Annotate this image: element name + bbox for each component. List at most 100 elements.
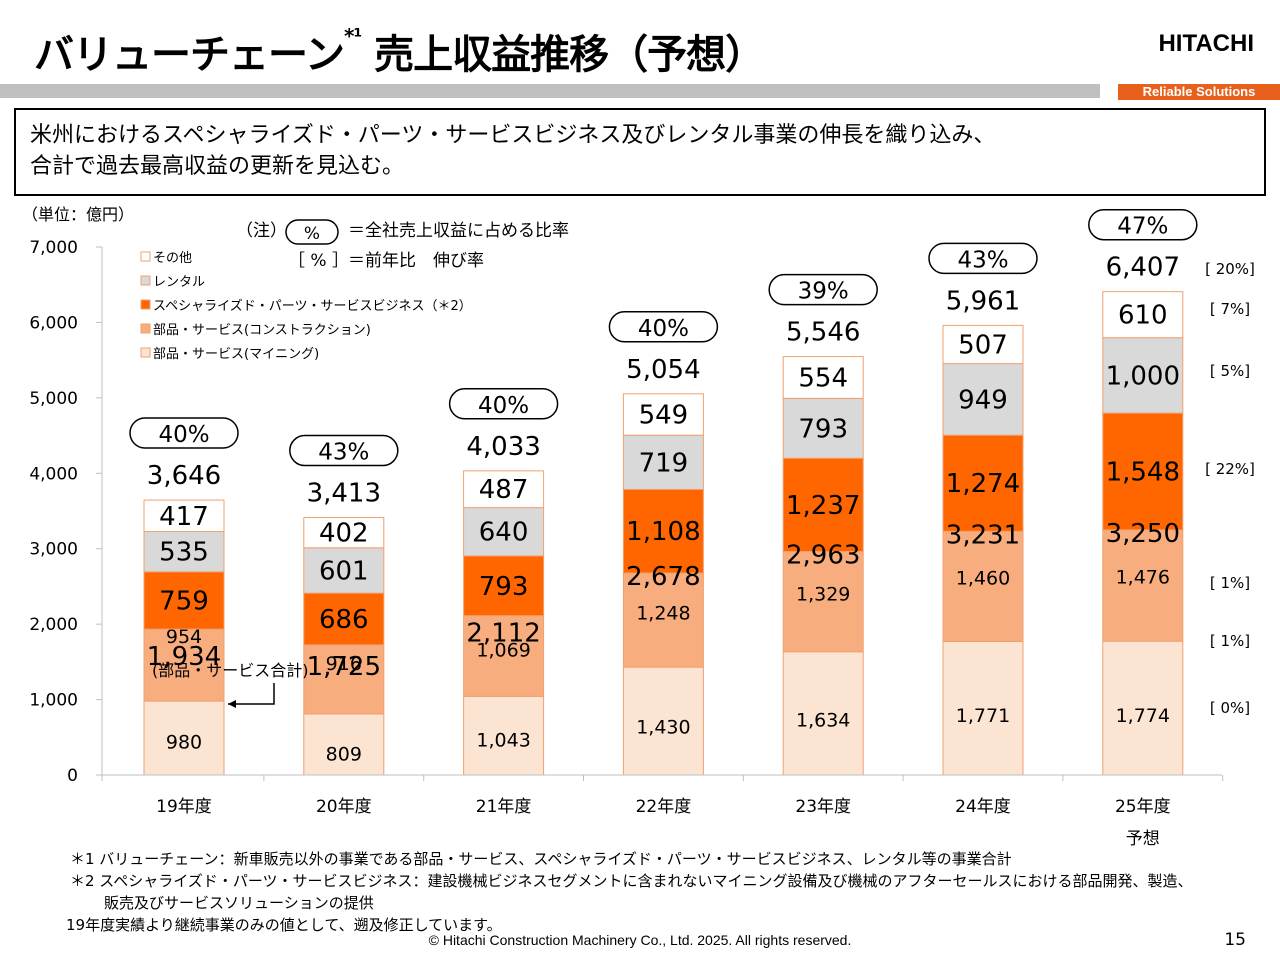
parts-service-annotation-group: (部品・サービス合計) <box>152 661 309 708</box>
bar-segment <box>622 666 704 776</box>
data-label: 916 <box>326 653 362 675</box>
pct-meaning: ＝全社売上収益に占める比率 <box>348 221 569 241</box>
parts-service-total-label: 2,678 <box>626 562 700 592</box>
data-label: 1,476 <box>1116 567 1170 589</box>
copyright: © Hitachi Construction Machinery Co., Lt… <box>428 932 852 948</box>
legend-label: スペシャライズド・パーツ・サービスビジネス（＊2） <box>153 298 472 314</box>
pct-symbol-pill <box>285 219 339 245</box>
y-tick-label: 3,000 <box>29 540 78 560</box>
summary-box: 米州におけるスペシャライズド・パーツ・サービスビジネス及びレンタル事業の伸長を織… <box>14 108 1266 196</box>
x-tick-label: 21年度 <box>476 797 532 817</box>
bar-segment <box>622 434 704 490</box>
parts-service-total-label: 1,725 <box>307 652 381 682</box>
bracket-meaning: ＝前年比 伸び率 <box>348 251 484 271</box>
data-label: 549 <box>639 400 689 430</box>
bar-segment <box>1102 412 1184 531</box>
summary-line-1: 米州におけるスペシャライズド・パーツ・サービスビジネス及びレンタル事業の伸長を織… <box>30 123 996 148</box>
y-tick-label: 4,000 <box>29 464 78 484</box>
data-label: 1,771 <box>956 705 1010 727</box>
bar-segment <box>463 555 545 617</box>
growth-rate-label: [ 5%] <box>1210 362 1250 380</box>
bar-segment <box>942 530 1024 642</box>
data-label: 507 <box>958 330 1008 360</box>
data-label: 601 <box>319 556 369 586</box>
share-pill <box>928 242 1038 275</box>
data-label: 1,108 <box>626 517 700 547</box>
bar-segment <box>942 324 1024 365</box>
footnote-3: 19年度実績より継続事業のみの値として、遡及修正しています。 <box>66 916 502 934</box>
data-label: 535 <box>159 538 209 568</box>
data-label: 1,043 <box>476 730 530 752</box>
growth-rate-label: [ 7%] <box>1210 300 1250 318</box>
y-tick-label: 1,000 <box>29 691 78 711</box>
y-tick-label: 0 <box>67 766 78 786</box>
parts-service-total-label: 2,963 <box>786 541 860 571</box>
bracket-symbol: ［ % ］ <box>288 251 349 271</box>
legend-swatch <box>140 347 151 358</box>
bar-segment <box>942 640 1024 776</box>
data-label: 759 <box>159 586 209 616</box>
data-label: 1,460 <box>956 568 1010 590</box>
total-label: 5,546 <box>786 318 860 348</box>
share-pill <box>768 273 878 306</box>
header-divider <box>0 84 1100 98</box>
bar-segment <box>622 393 704 436</box>
data-label: 402 <box>319 519 369 549</box>
bar-segment <box>143 700 225 776</box>
footnote-2: ＊2 スペシャライズド・パーツ・サービスビジネス：建設機械ビジネスセグメントに含… <box>70 872 1193 890</box>
share-label: 40% <box>478 393 529 419</box>
bar-segment <box>1102 529 1184 642</box>
bar-segment <box>782 651 864 776</box>
bar-segment <box>942 434 1024 532</box>
data-label: 1,248 <box>636 603 690 625</box>
bar-segment <box>463 615 545 697</box>
data-label: 1,774 <box>1116 705 1170 727</box>
bar-segment <box>622 572 704 668</box>
y-tick-label: 5,000 <box>29 389 78 409</box>
bar-segment <box>303 644 385 715</box>
growth-rate-label: [ 0%] <box>1210 699 1250 717</box>
footnote-1: ＊1 バリューチェーン：新車販売以外の事業である部品・サービス、スペシャライズド… <box>70 850 1012 868</box>
bar-segment <box>143 499 225 533</box>
bar-segment <box>303 713 385 776</box>
share-label: 40% <box>158 422 209 448</box>
growth-rate-label: [ 20%] <box>1205 260 1255 278</box>
share-pill <box>129 417 239 449</box>
x-tick-label: 19年度 <box>156 797 212 817</box>
data-label: 1,430 <box>636 716 690 738</box>
footnotes: ＊1 バリューチェーン：新車販売以外の事業である部品・サービス、スペシャライズド… <box>66 848 1193 936</box>
bar-segment <box>303 516 385 549</box>
legend-label: 部品・サービス(コンストラクション) <box>153 323 371 338</box>
growth-rate-label: [ 1%] <box>1210 632 1250 650</box>
growth-rates: [ 20%] [ 7%] [ 5%] [ 22%] [ 1%] [ 1%] [ 0%] <box>1205 260 1255 717</box>
bar-segment <box>303 547 385 594</box>
data-label: 1,548 <box>1106 457 1180 487</box>
x-tick-label: 23年度 <box>795 797 851 817</box>
bar-segment <box>143 531 225 573</box>
growth-rate-label: [ 1%] <box>1210 574 1250 592</box>
total-label: 4,033 <box>466 432 540 462</box>
hitachi-logo: HITACHI <box>1158 30 1254 57</box>
bar-segment <box>1102 291 1184 339</box>
y-tick-label: 7,000 <box>29 238 78 258</box>
page-number: 15 <box>1224 930 1246 950</box>
footnote-2-cont: 販売及びサービスソリューションの提供 <box>104 894 374 912</box>
total-label: 3,413 <box>307 479 381 509</box>
data-label: 554 <box>798 363 848 393</box>
value-chain-revenue-chart: （単位：億円） （注） % ＝全社売上収益に占める比率 ［ % ］ ＝前年比 伸… <box>22 205 1255 848</box>
total-label: 6,407 <box>1106 253 1180 283</box>
summary-line-2: 合計で過去最高収益の更新を見込む。 <box>30 154 405 179</box>
bar-segment <box>303 592 385 646</box>
legend-swatch <box>140 323 151 334</box>
bar-segment <box>782 356 864 399</box>
data-label: 640 <box>479 518 529 548</box>
data-label: 719 <box>639 448 689 478</box>
y-tick-label: 2,000 <box>29 615 78 635</box>
x-tick-label: 24年度 <box>955 797 1011 817</box>
bar-segment <box>782 397 864 459</box>
data-label: 1,634 <box>796 710 850 732</box>
legend-swatch <box>140 275 151 286</box>
parts-service-annotation: (部品・サービス合計) <box>152 661 309 680</box>
